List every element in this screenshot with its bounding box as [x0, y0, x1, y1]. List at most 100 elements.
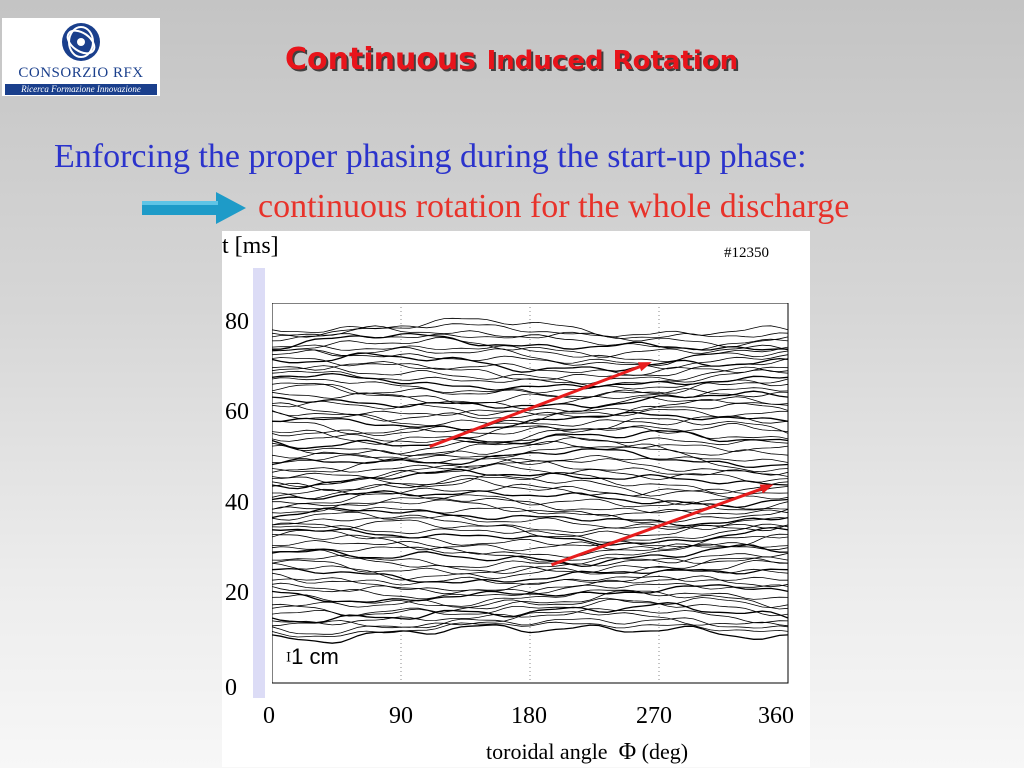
- flux-trace: [272, 379, 789, 400]
- flux-trace: [272, 540, 789, 558]
- flux-trace: [272, 352, 789, 373]
- flux-trace: [272, 499, 789, 517]
- flux-trace: [272, 344, 789, 363]
- flux-trace: [272, 590, 789, 610]
- flux-trace: [272, 458, 789, 476]
- rotation-arrow-head: [637, 362, 652, 372]
- flux-trace: [272, 434, 789, 455]
- flux-trace: [272, 533, 789, 552]
- y-tick-label: 0: [225, 675, 237, 701]
- x-tick-label: 360: [758, 703, 794, 729]
- slide-title-main: Continuous: [285, 42, 477, 77]
- flux-trace: [272, 597, 789, 617]
- flux-trace: [272, 529, 789, 548]
- flux-trace: [272, 349, 789, 370]
- scale-marker-icon: I: [286, 650, 292, 666]
- logo-name: CONSORZIO RFX: [18, 65, 144, 81]
- flux-trace: [272, 584, 789, 603]
- flux-trace: [272, 446, 789, 464]
- logo-emblem-icon: [62, 23, 100, 61]
- flux-trace: [272, 411, 789, 431]
- flux-trace: [272, 337, 789, 358]
- flux-trace: [272, 598, 789, 617]
- rotation-figure: t [ms] #12350 80 60 40 20 0 I1 cm 0 90 1…: [222, 231, 810, 767]
- y-axis-label: t [ms]: [222, 233, 279, 259]
- scale-bar: I1 cm: [286, 646, 339, 668]
- flux-trace: [272, 523, 789, 543]
- flux-trace: [272, 506, 789, 524]
- flux-trace: [272, 347, 789, 367]
- x-axis-label-text: toroidal angle: [486, 739, 608, 764]
- flux-trace: [272, 621, 789, 638]
- conclusion-line: continuous rotation for the whole discha…: [258, 188, 850, 225]
- flux-trace: [272, 425, 789, 444]
- flux-trace: [272, 437, 789, 457]
- rotation-arrow: [429, 363, 645, 448]
- rotation-arrow-head: [759, 484, 774, 494]
- flux-trace: [272, 440, 789, 462]
- logo-tagline: Ricerca Formazione Innovazione: [5, 84, 157, 95]
- flux-trace: [272, 361, 789, 381]
- flux-trace: [272, 372, 789, 391]
- flux-trace: [272, 332, 789, 351]
- x-tick-label: 180: [511, 703, 547, 729]
- flux-trace: [272, 463, 789, 484]
- flux-trace: [272, 543, 789, 568]
- flux-trace: [272, 611, 789, 628]
- flux-trace: [272, 460, 789, 479]
- flux-trace: [272, 383, 789, 405]
- flux-trace: [272, 575, 788, 592]
- scale-label: 1 cm: [291, 644, 339, 669]
- consorzio-rfx-logo: CONSORZIO RFX Ricerca Formazione Innovaz…: [2, 18, 160, 96]
- flux-trace: [272, 575, 789, 595]
- flux-trace: [272, 455, 789, 473]
- x-tick-label: 90: [389, 703, 413, 729]
- x-axis-unit: (deg): [641, 739, 689, 764]
- shot-number: #12350: [724, 245, 769, 261]
- flux-trace: [272, 477, 789, 500]
- flux-trace: [272, 474, 789, 497]
- flux-trace: [272, 369, 789, 388]
- flux-trace: [272, 543, 789, 563]
- flux-trace: [272, 526, 789, 546]
- flux-trace: [272, 448, 789, 468]
- flux-trace: [272, 417, 789, 437]
- y-tick-label: 60: [225, 399, 249, 425]
- flux-trace: [272, 624, 789, 644]
- y-tick-label: 80: [225, 309, 249, 335]
- slide-title-rest: Induced Rotation: [486, 46, 739, 76]
- right-arrow-icon: [142, 192, 246, 224]
- y-axis-band: [253, 268, 265, 698]
- rotation-arrows: [429, 362, 774, 567]
- flux-trace: [272, 490, 789, 509]
- flux-trace: [272, 365, 789, 385]
- statement-line: Enforcing the proper phasing during the …: [54, 138, 807, 175]
- flux-trace: [272, 398, 789, 416]
- flux-trace: [272, 568, 789, 586]
- flux-trace: [272, 567, 789, 584]
- x-tick-label: 0: [263, 703, 275, 729]
- rotation-arrow: [550, 485, 767, 567]
- y-tick-label: 40: [225, 490, 249, 516]
- flux-trace: [272, 608, 789, 626]
- flux-trace: [272, 617, 789, 635]
- x-axis-label: toroidal angle Φ (deg): [486, 740, 688, 764]
- flux-trace: [272, 430, 789, 450]
- flux-trace: [272, 357, 789, 377]
- phi-symbol: Φ: [618, 739, 637, 765]
- flux-trace: [272, 333, 789, 351]
- flux-trace: [272, 560, 789, 581]
- y-tick-label: 20: [225, 580, 249, 606]
- flux-trace: [272, 423, 789, 445]
- slide-title: Continuous Induced Rotation: [285, 42, 738, 77]
- flux-trace: [272, 511, 789, 530]
- flux-traces: [272, 317, 789, 644]
- flux-trace: [272, 317, 789, 338]
- flux-trace: [272, 468, 789, 490]
- flux-trace: [272, 549, 789, 568]
- trace-plot: [272, 303, 789, 684]
- x-tick-label: 270: [636, 703, 672, 729]
- flux-trace: [272, 483, 789, 506]
- flux-trace: [272, 390, 789, 409]
- flux-trace: [272, 396, 789, 416]
